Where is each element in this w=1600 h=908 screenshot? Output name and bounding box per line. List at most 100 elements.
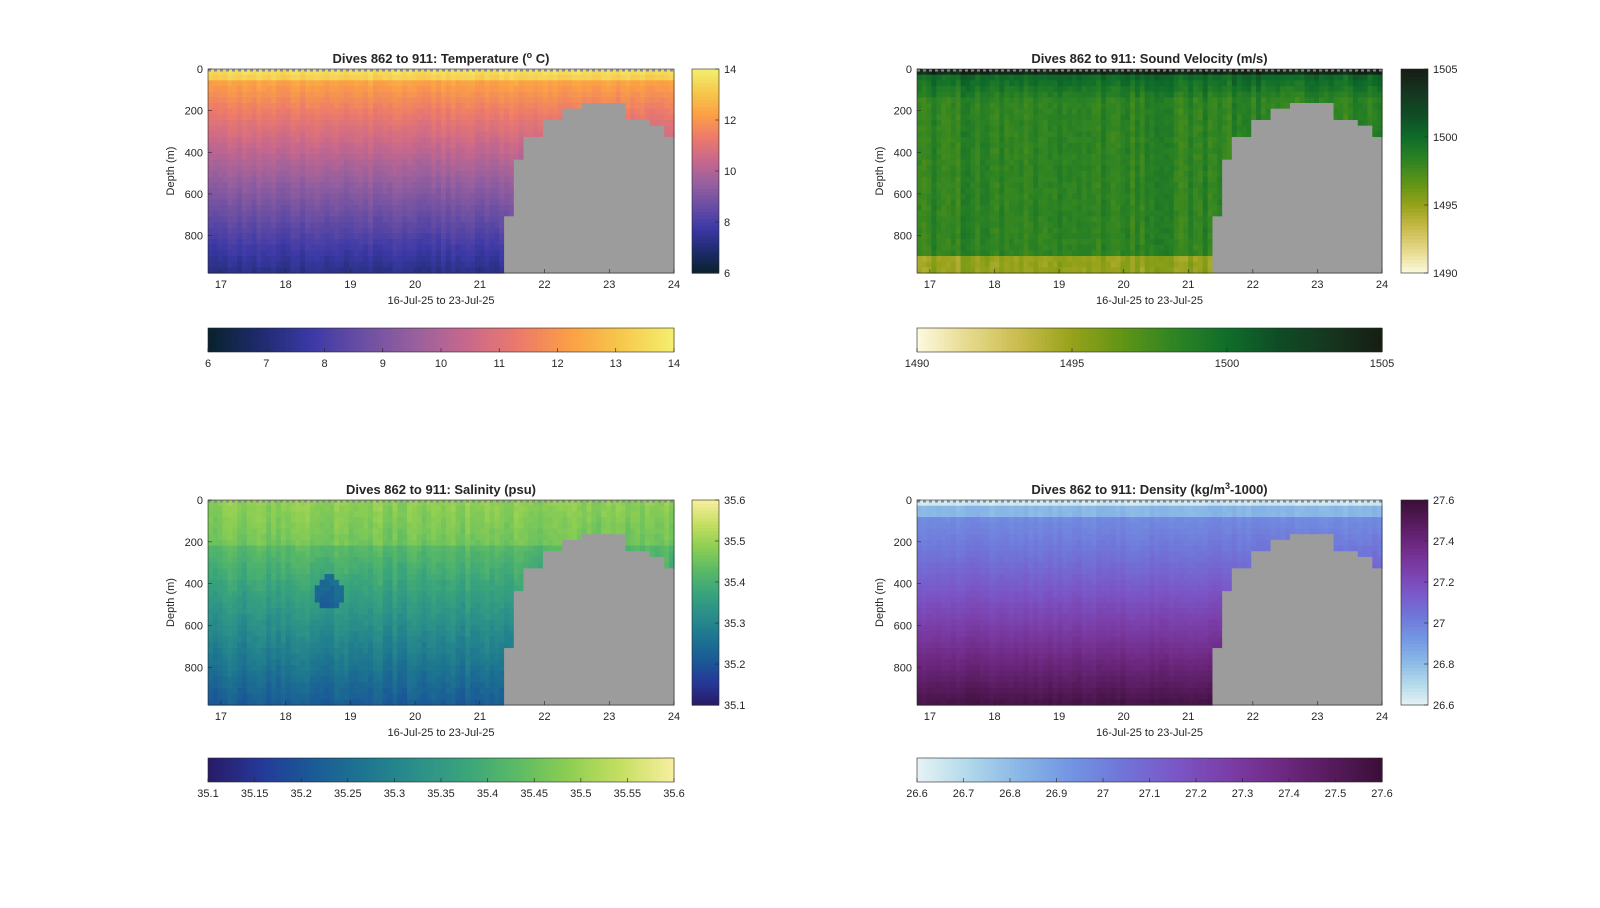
heatmap-cell <box>489 182 495 189</box>
heatmap-cell <box>1018 103 1025 110</box>
heatmap-cell <box>970 216 976 223</box>
heatmap-cell <box>654 256 661 263</box>
heatmap-cell <box>572 114 578 121</box>
heatmap-cell <box>664 216 670 223</box>
heatmap-cell <box>586 210 593 217</box>
heatmap-cell <box>596 239 602 246</box>
heatmap-cell <box>1081 80 1088 87</box>
heatmap-cell <box>348 165 355 172</box>
heatmap-cell <box>251 261 258 268</box>
heatmap-cell <box>1004 131 1010 138</box>
heatmap-cell <box>547 131 554 138</box>
heatmap-cell <box>212 97 219 104</box>
heatmap-cell <box>353 97 360 104</box>
heatmap-cell <box>295 69 301 76</box>
heatmap-cell <box>635 171 641 178</box>
heatmap-cell <box>504 108 510 115</box>
heatmap-cell <box>402 80 408 87</box>
heatmap-cell <box>450 114 457 121</box>
heatmap-cell <box>538 261 544 268</box>
heatmap-cell <box>208 176 214 183</box>
heatmap-cell <box>319 154 326 161</box>
heatmap-cell <box>275 165 282 172</box>
heatmap-cell <box>377 148 384 155</box>
heatmap-cell <box>470 256 476 263</box>
heatmap-cell <box>528 267 534 274</box>
heatmap-cell <box>285 250 292 257</box>
heatmap-cell <box>377 131 384 138</box>
heatmap-cell <box>649 250 656 257</box>
heatmap-cell <box>1072 148 1078 155</box>
heatmap-cell <box>470 91 476 98</box>
heatmap-cell <box>615 86 622 93</box>
heatmap-cell <box>314 108 321 115</box>
colorbar-swatch <box>692 191 719 196</box>
heatmap-cell <box>290 159 296 166</box>
heatmap-cell <box>1028 114 1034 121</box>
heatmap-cell <box>562 239 568 246</box>
heatmap-cell <box>377 125 384 132</box>
heatmap-cell <box>1028 205 1034 212</box>
heatmap-cell <box>426 108 432 115</box>
heatmap-cell <box>407 108 413 115</box>
heatmap-cell <box>431 131 437 138</box>
heatmap-cell <box>581 222 588 229</box>
heatmap-cell <box>261 199 267 206</box>
heatmap-cell <box>960 137 967 144</box>
heatmap-cell <box>246 125 253 132</box>
heatmap-cell <box>431 125 437 132</box>
heatmap-cell <box>946 205 952 212</box>
heatmap-cell <box>999 165 1005 172</box>
heatmap-cell <box>1062 148 1068 155</box>
heatmap-cell <box>426 250 432 257</box>
heatmap-cell <box>941 69 947 76</box>
heatmap-cell <box>343 125 350 132</box>
heatmap-cell <box>1052 69 1059 76</box>
heatmap-cell <box>436 193 442 200</box>
heatmap-cell <box>936 267 942 274</box>
heatmap-cell <box>581 233 588 240</box>
heatmap-cell <box>572 244 578 251</box>
heatmap-cell <box>499 86 505 93</box>
heatmap-cell <box>392 193 398 200</box>
heatmap-cell <box>251 103 258 110</box>
heatmap-cell <box>504 261 510 268</box>
heatmap-cell <box>591 69 597 76</box>
heatmap-cell <box>377 108 384 115</box>
heatmap-cell <box>630 233 636 240</box>
heatmap-cell <box>436 171 442 178</box>
heatmap-cell <box>960 159 967 166</box>
heatmap-cell <box>513 103 520 110</box>
heatmap-cell <box>917 227 923 234</box>
heatmap-cell <box>999 80 1005 87</box>
heatmap-cell <box>382 120 389 127</box>
heatmap-cell <box>455 69 462 76</box>
heatmap-cell <box>387 125 394 132</box>
heatmap-cell <box>436 114 442 121</box>
heatmap-cell <box>421 103 428 110</box>
colorbar-swatch <box>433 328 438 352</box>
heatmap-cell <box>630 159 636 166</box>
heatmap-cell <box>441 154 447 161</box>
heatmap-cell <box>397 159 403 166</box>
colorbar-swatch <box>437 328 442 352</box>
heatmap-cell <box>926 216 933 223</box>
heatmap-cell <box>339 137 345 144</box>
heatmap-cell <box>1038 199 1044 206</box>
heatmap-cell <box>610 182 617 189</box>
heatmap-cell <box>921 142 928 149</box>
heatmap-cell <box>353 159 360 166</box>
heatmap-cell <box>596 159 602 166</box>
heatmap-cell <box>921 210 928 217</box>
heatmap-cell <box>591 74 597 81</box>
heatmap-cell <box>251 114 258 121</box>
heatmap-cell <box>547 171 554 178</box>
heatmap-cell <box>950 222 957 229</box>
heatmap-cell <box>348 182 355 189</box>
heatmap-cell <box>630 131 636 138</box>
heatmap-cell <box>1076 86 1083 93</box>
heatmap-cell <box>271 120 277 127</box>
heatmap-cell <box>1004 250 1010 257</box>
heatmap-cell <box>518 69 525 76</box>
